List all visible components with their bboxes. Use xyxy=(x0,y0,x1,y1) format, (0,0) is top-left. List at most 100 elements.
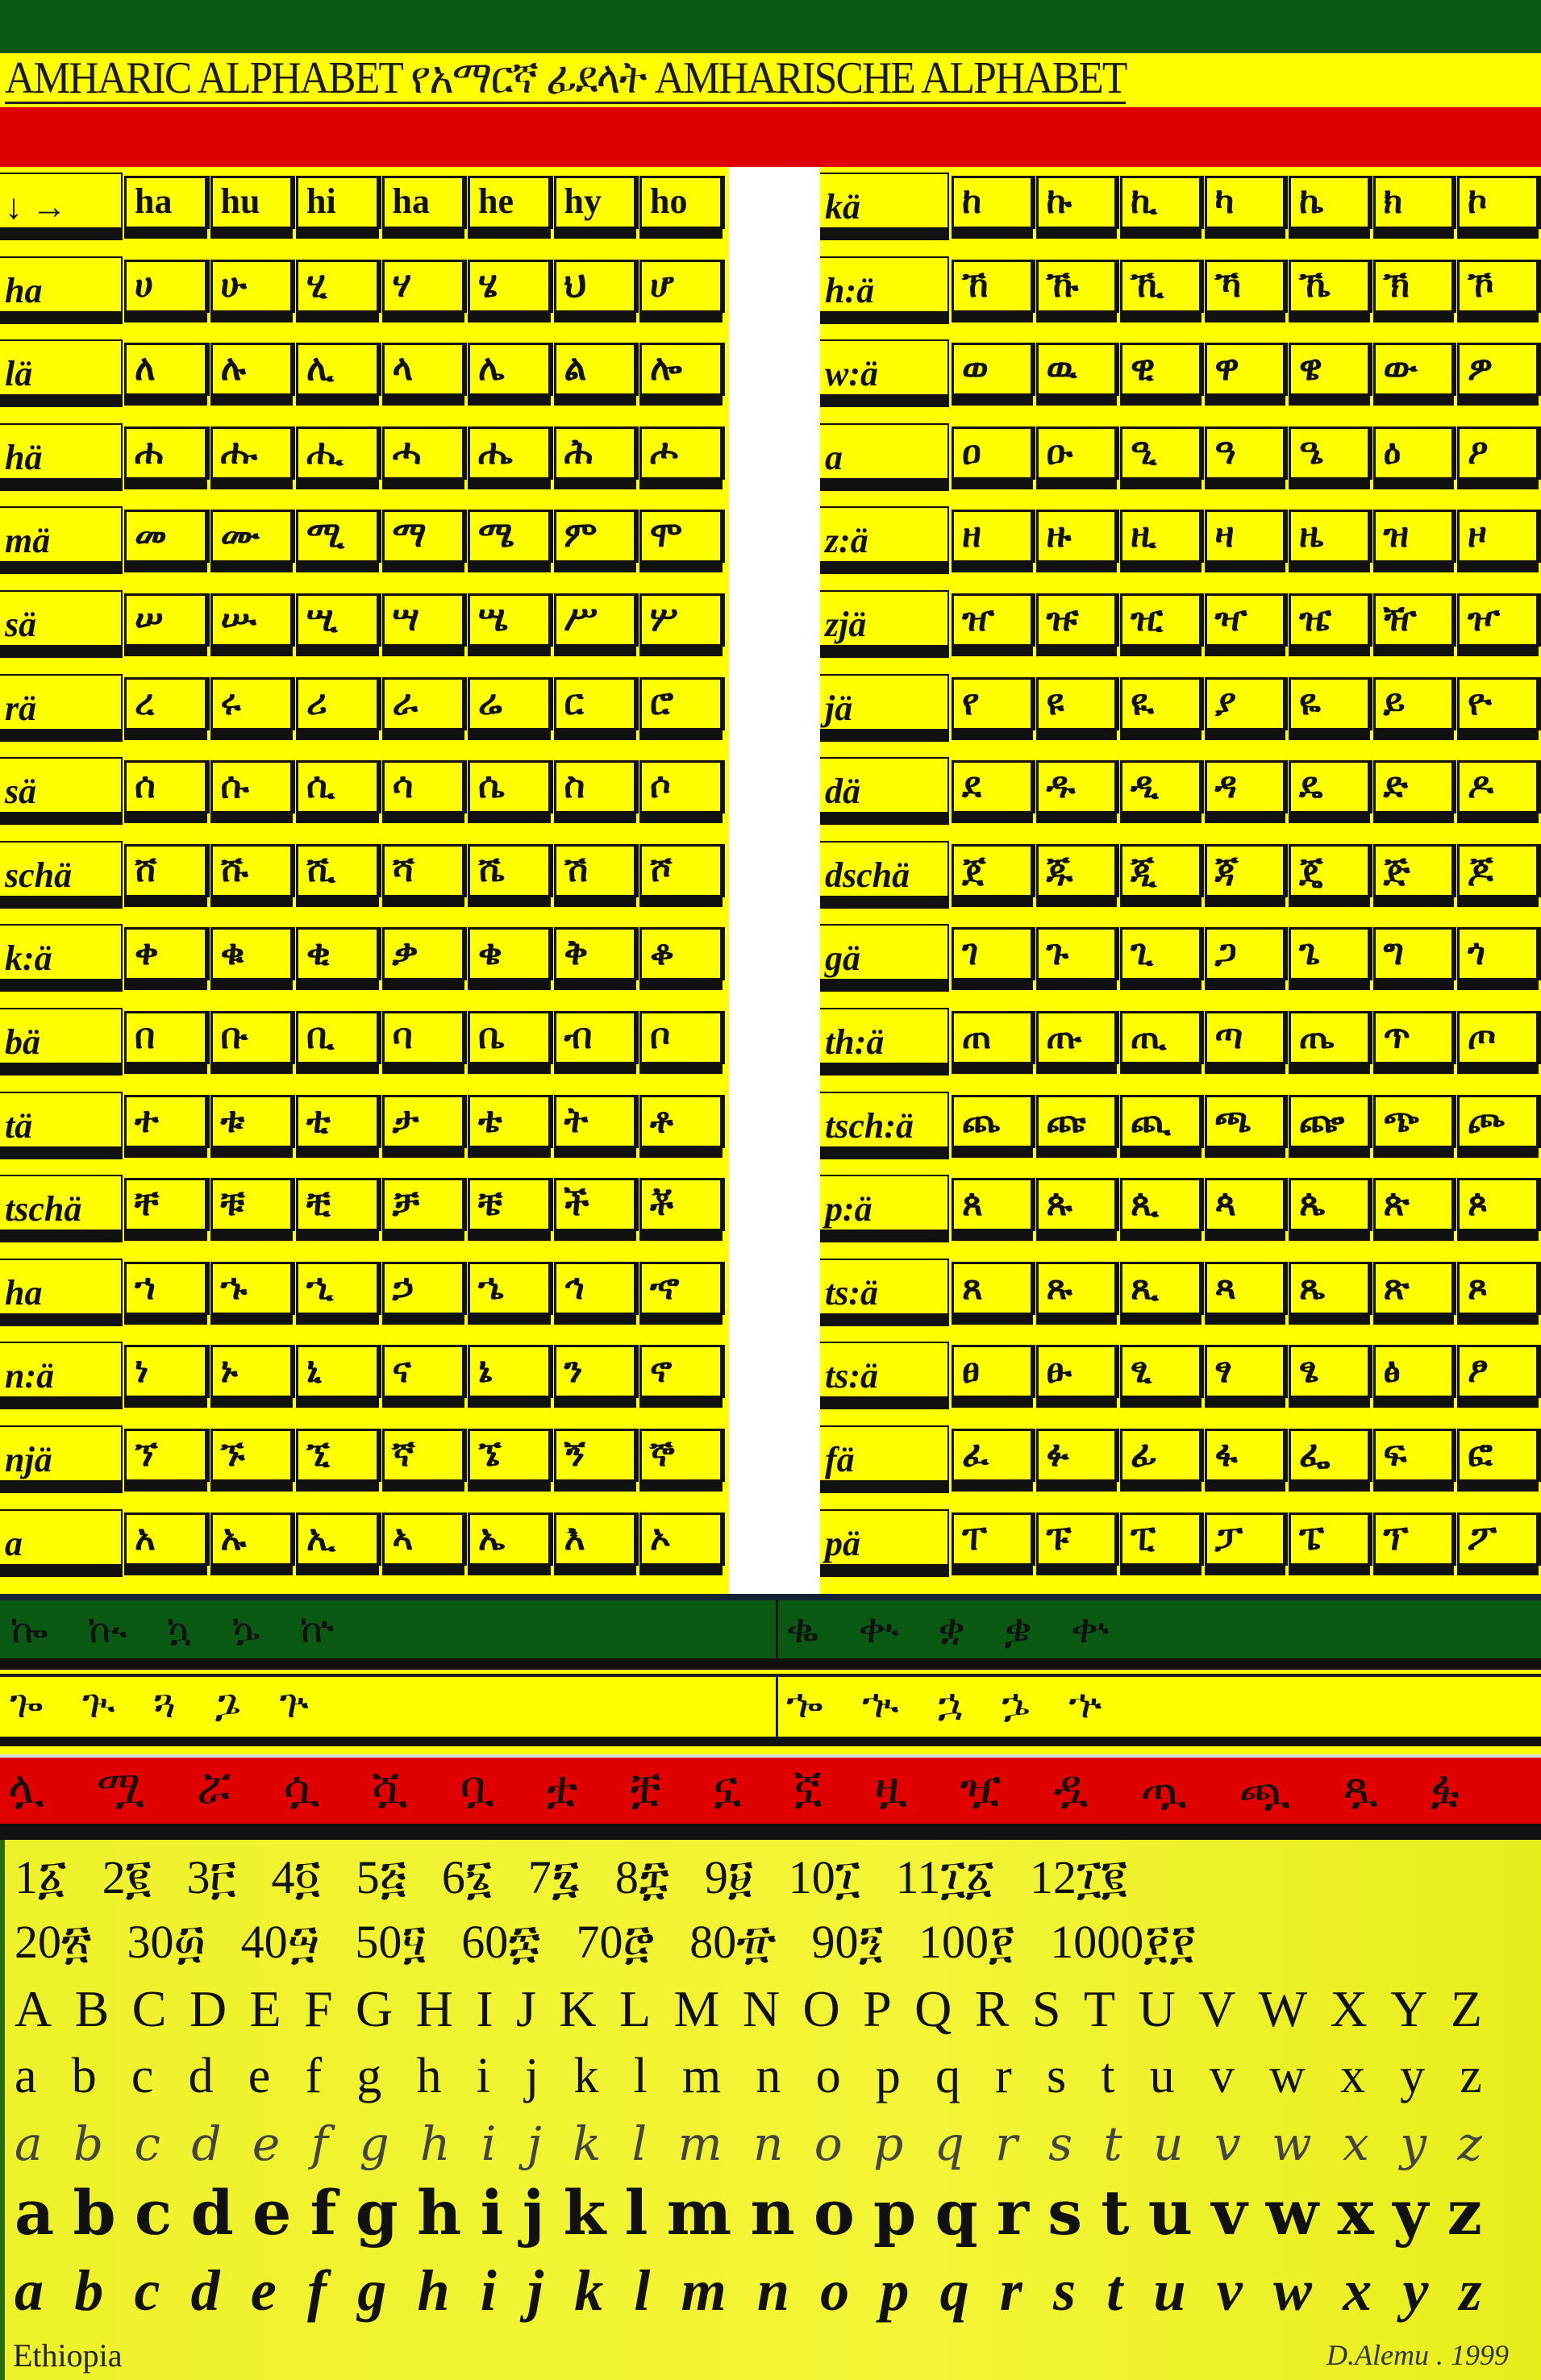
syllable-cell: መ xyxy=(124,510,207,564)
divider-line xyxy=(0,1737,1541,1746)
alphabet-row: ↓ → ha hu hi ha he hy ho xyxy=(0,173,1541,242)
numerals-latin-panel xyxy=(0,1840,1541,2380)
numeral-pair: 30፴ xyxy=(127,1915,205,1970)
row-label: k:ä xyxy=(0,924,123,981)
ethiopic-numeral: ፹ xyxy=(736,1916,777,1968)
syllable-cell: ዜ xyxy=(1289,510,1370,564)
numeral-pair: 50፶ xyxy=(355,1915,426,1970)
alphabet-row: ha ሀ ሁ ሂ ሃ ሄ ህ ሆ xyxy=(0,256,1541,326)
latin-letter: j xyxy=(527,2258,544,2323)
syllable-cell: ዓ xyxy=(1204,426,1285,480)
numeral-pair: 20፳ xyxy=(15,1915,91,1970)
wa-form-glyph: ዧ xyxy=(960,1763,1002,1813)
syllable-cell: ዊ xyxy=(1120,343,1202,397)
latin-letter: d xyxy=(188,2049,214,2103)
latin-letter: f xyxy=(307,2258,327,2323)
latin-letter: Y xyxy=(1390,1980,1428,2037)
syllable-cell: ቁ xyxy=(210,927,293,981)
ethiopic-numeral: ፱ xyxy=(727,1851,753,1904)
band-divider xyxy=(776,1677,778,1737)
latin-letter: m xyxy=(677,2116,723,2171)
latin-letter: Z xyxy=(1450,1980,1482,2037)
latin-letter: u xyxy=(1153,2116,1184,2171)
syllable-cell: ሹ xyxy=(210,843,293,897)
arabic-numeral: 12 xyxy=(1030,1851,1077,1904)
syllable-cell: ሼ xyxy=(468,843,551,897)
wa-form-glyph: ቷ xyxy=(547,1763,578,1813)
syllable-cell: ች xyxy=(553,1178,636,1232)
syllable-cell: ዙ xyxy=(1035,510,1117,564)
alphabet-row: p:ä ጰ ጱ ጲ ጳ ጴ ጵ ጶ xyxy=(0,1175,1541,1244)
latin-letter: I xyxy=(476,1980,494,2037)
latin-letter: g xyxy=(356,2049,382,2103)
latin-letter: m xyxy=(682,2049,722,2103)
latin-letter: r xyxy=(999,2258,1022,2323)
syllable-cell: ሥ xyxy=(553,593,636,647)
latin-letter: t xyxy=(1103,2116,1122,2171)
latin-letter: y xyxy=(1402,2258,1429,2323)
syllable-cell: ሡ xyxy=(210,593,293,647)
syllable-cell: ኦ xyxy=(639,1512,723,1566)
syllable-cell: ህ xyxy=(553,259,636,313)
latin-letter: i xyxy=(480,2258,497,2323)
row-label: lä xyxy=(0,339,123,397)
latin-letter: x xyxy=(1343,2116,1369,2171)
syllable-cell: ሶ xyxy=(639,760,723,814)
syllable-cell: ሳ xyxy=(381,760,464,814)
syllable-cell: ት xyxy=(553,1094,636,1148)
syllable-cell: ማ xyxy=(381,510,464,564)
alphabet-row: kä ከ ኩ ኪ ካ ኬ ክ ኮ xyxy=(0,173,1541,242)
syllable-cell: ጳ xyxy=(1204,1178,1285,1232)
row-label: dä xyxy=(820,757,949,814)
numeral-pair: 40፵ xyxy=(241,1915,320,1970)
syllable-cell: ቢ xyxy=(296,1011,379,1064)
ethiopic-numeral: ፻፻ xyxy=(1143,1916,1196,1968)
syllable-cell: ዣ xyxy=(1204,593,1285,647)
latin-letter: U xyxy=(1138,1980,1176,2037)
syllable-cell: ኂ xyxy=(296,1261,379,1315)
syllable-cell: ና xyxy=(381,1345,464,1399)
syllable-cell: ጩ xyxy=(1035,1094,1117,1148)
latin-letter: i xyxy=(481,2116,497,2171)
wa-form-glyph: ሏ xyxy=(8,1763,44,1813)
syllable-cell: አ xyxy=(124,1512,207,1566)
row-label: th:ä xyxy=(820,1008,949,1064)
latin-letter: E xyxy=(249,1980,281,2037)
syllable-cell: ጱ xyxy=(1035,1178,1117,1232)
latin-letter: A xyxy=(15,1980,52,2037)
syllable-cell: ፓ xyxy=(1204,1512,1285,1566)
syllable-cell: ኩ xyxy=(1035,176,1117,229)
syllable-cell: ጬ xyxy=(1289,1094,1370,1148)
syllable-cell: ቹ xyxy=(210,1178,293,1232)
latin-letter: y xyxy=(1400,2049,1426,2103)
alphabet-row: z:ä ዘ ዙ ዚ ዛ ዜ ዝ ዞ xyxy=(0,506,1541,576)
syllable-cell: ቅ xyxy=(553,927,636,981)
ethiopic-numeral: ፪ xyxy=(125,1851,152,1904)
syllable-cell: ዝ xyxy=(1372,510,1454,564)
latin-letter: v xyxy=(1214,2116,1241,2171)
latin-letter: h xyxy=(417,2177,462,2249)
arabic-numeral: 50 xyxy=(355,1916,402,1968)
latin-letter: e xyxy=(252,2116,281,2171)
latin-letter: s xyxy=(1048,2116,1073,2171)
latin-letter: k xyxy=(573,2116,602,2171)
latin-letter: l xyxy=(631,2116,648,2171)
alphabet-row: dschä ጀ ጁ ጂ ጃ ጄ ጅ ጆ xyxy=(0,840,1541,910)
syllable-cell: ኣ xyxy=(381,1512,464,1566)
latin-letter: N xyxy=(742,1980,781,2037)
wa-form-glyph: ጿ xyxy=(1343,1763,1378,1813)
latin-letter: w xyxy=(1272,2258,1313,2323)
syllable-cell: ሱ xyxy=(210,760,293,814)
alphabet-row: h:ä ኸ ኹ ኺ ኻ ኼ ኽ ኾ xyxy=(0,256,1541,326)
syllable-cell: ሪ xyxy=(296,676,379,730)
latin-letter: h xyxy=(417,2258,450,2323)
syllable-cell: በ xyxy=(124,1011,207,1064)
syllable-cell: ላ xyxy=(381,343,464,397)
syllable-cell: ፉ xyxy=(1035,1429,1117,1482)
syllable-cell: ጤ xyxy=(1289,1011,1370,1064)
vowel-header: ha xyxy=(124,176,207,229)
syllable-cell: ሐ xyxy=(124,426,207,480)
numeral-pair: 9፱ xyxy=(705,1850,753,1905)
grid-divider xyxy=(729,167,820,1594)
syllable-cell: ሲ xyxy=(296,760,379,814)
